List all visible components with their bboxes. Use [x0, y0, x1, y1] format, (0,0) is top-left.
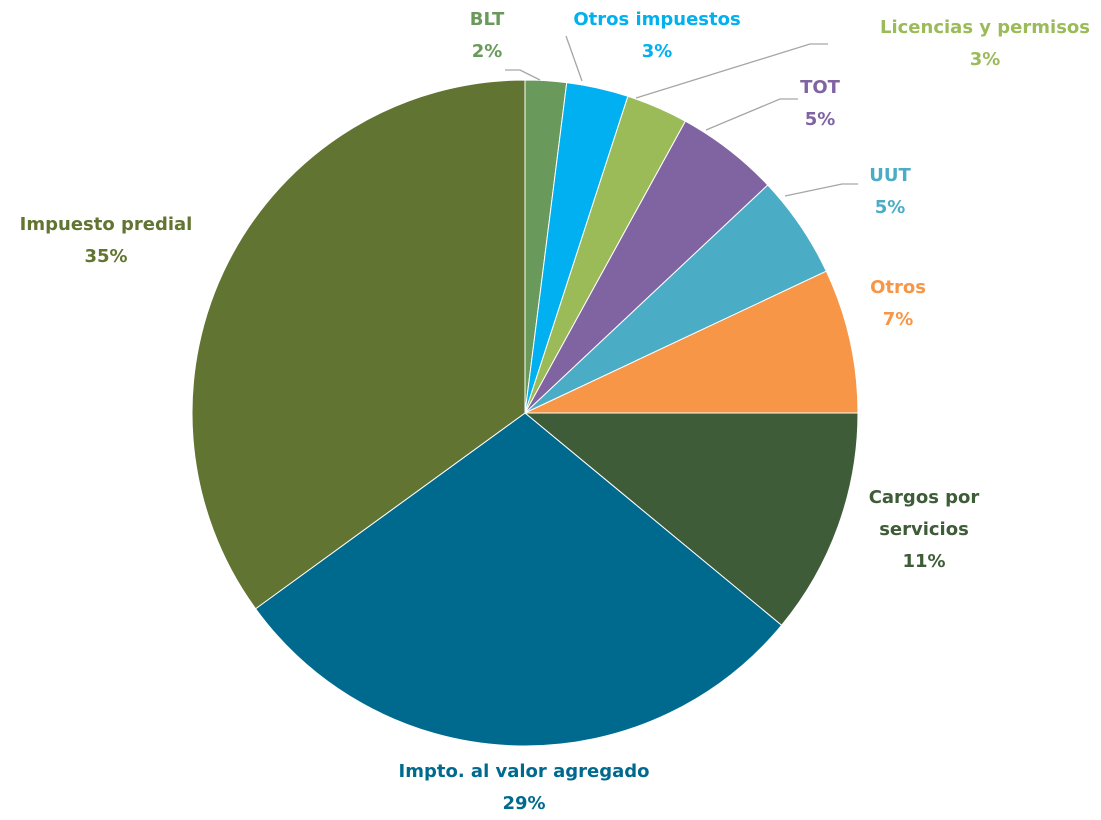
value-label: 29%	[502, 793, 546, 814]
value-label: 7%	[882, 309, 914, 330]
category-label: UUT	[869, 165, 911, 186]
slice-label: BLT 2%	[427, 4, 547, 68]
category-label: Cargos por servicios	[868, 487, 980, 540]
pie-slice	[523, 412, 859, 626]
category-label: Licencias y permisos	[880, 17, 1090, 38]
category-label: Impuesto predial	[19, 214, 193, 235]
value-label: 3%	[969, 49, 1001, 70]
value-label: 11%	[902, 551, 946, 572]
value-label: 5%	[804, 109, 836, 130]
leader-line	[784, 183, 858, 197]
leader-line	[565, 35, 583, 82]
slice-label: Impuesto predial 35%	[0, 209, 216, 273]
value-label: 2%	[471, 41, 503, 62]
category-label: BLT	[469, 9, 505, 30]
leader-line	[505, 69, 541, 81]
value-label: 5%	[874, 197, 906, 218]
pie-slice	[254, 412, 783, 747]
slice-label: Otros 7%	[838, 272, 958, 336]
category-label: TOT	[800, 77, 840, 98]
category-label: Impto. al valor agregado	[398, 761, 650, 782]
category-label: Otros	[870, 277, 926, 298]
leader-line	[635, 43, 828, 99]
value-label: 3%	[641, 41, 673, 62]
slice-label: UUT 5%	[830, 160, 950, 224]
leader-line	[705, 98, 798, 131]
slice-label: Cargos por servicios 11%	[839, 482, 1009, 578]
pie-slice	[191, 79, 526, 610]
value-label: 35%	[84, 246, 128, 267]
slice-label: TOT 5%	[760, 72, 880, 136]
slice-label: Otros impuestos 3%	[547, 4, 767, 68]
slice-label: Impto. al valor agregado 29%	[364, 756, 684, 820]
category-label: Otros impuestos	[573, 9, 741, 30]
pie-slice	[524, 270, 859, 414]
slice-label: Licencias y permisos 3%	[855, 12, 1101, 76]
